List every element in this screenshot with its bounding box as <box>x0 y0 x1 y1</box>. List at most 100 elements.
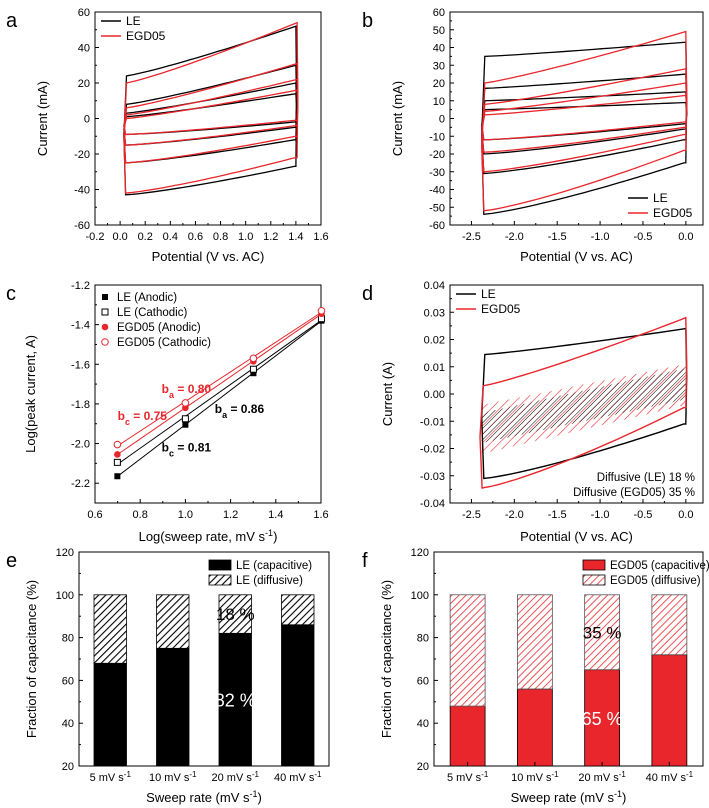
x-tick-label-f: 10 mV s-1 <box>511 770 559 785</box>
y-tick-label-e: 100 <box>56 590 74 602</box>
slope-annotation-1: bc = 0.75 <box>118 409 168 427</box>
y-axis-label-a: Current (mA) <box>35 81 50 156</box>
diffusive-band-le <box>481 368 686 444</box>
x-tick-label-f: 40 mV s-1 <box>646 770 694 785</box>
x-tick-label-e: 10 mV s-1 <box>149 770 197 785</box>
cv-loop-a-egd05-2 <box>123 78 299 146</box>
y-tick-label-a: 20 <box>78 78 90 90</box>
x-tick-label-c: 1.0 <box>178 509 193 521</box>
legend-marker-c <box>102 294 108 300</box>
y-tick-label-c: -1.2 <box>71 280 90 292</box>
slope-annotation-0: ba = 0.80 <box>162 382 212 400</box>
y-tick-label-b: 60 <box>433 7 445 19</box>
legend-swatch-e <box>208 574 232 586</box>
bar-diffusive-e-0 <box>93 594 127 664</box>
bar-diffusive-e-2 <box>218 594 252 634</box>
y-tick-label-b: 40 <box>433 43 445 55</box>
x-tick-label-f: 5 mV s-1 <box>447 770 489 785</box>
x-tick-label-b: -2.0 <box>505 231 524 243</box>
y-tick-label-b: -60 <box>429 220 445 232</box>
legend-label-f: EGD05 (capacitive) <box>610 560 709 572</box>
x-tick-label-a: 1.2 <box>263 231 278 243</box>
panel-label-d: d <box>362 283 373 305</box>
y-tick-label-b: 10 <box>433 96 445 108</box>
legend-swatch-f <box>582 559 606 571</box>
y-tick-label-b: 0 <box>439 114 445 126</box>
y-tick-label-d: -0.02 <box>420 444 445 456</box>
x-tick-label-e: 20 mV s-1 <box>212 770 260 785</box>
x-tick-label-d: -1.0 <box>591 509 610 521</box>
panel-label-a: a <box>6 10 18 32</box>
y-tick-label-a: 0 <box>84 114 90 126</box>
x-tick-label-d: -0.5 <box>633 509 652 521</box>
legend-label-c: EGD05 (Cathodic) <box>117 337 211 349</box>
x-tick-label-a: 1.6 <box>313 231 328 243</box>
fit-line-1 <box>117 319 322 465</box>
panel-e: e 20 40 60 80 100 120 5 mV s-1 10 mV s-1 20 mV s-… <box>6 547 330 805</box>
y-tick-label-b: 30 <box>433 60 445 72</box>
legend-label-b: LE <box>653 191 668 205</box>
legend-label-a: LE <box>126 14 141 28</box>
capacitive-percent-label-e: 82 % <box>215 691 256 711</box>
x-tick-label-a: 0.6 <box>188 231 203 243</box>
cv-loop-b-le-0 <box>481 41 688 216</box>
y-tick-label-a: -60 <box>74 220 90 232</box>
panel-c: c -2.2 -2.0 -1.8 -1.6 -1.4 -1.2 0.6 0.8 1.0 1.2 1.4… <box>6 280 329 544</box>
y-tick-label-f: 20 <box>417 761 429 773</box>
marker-le-cathodic <box>113 458 121 466</box>
y-tick-label-b: -30 <box>429 167 445 179</box>
cv-loop-b-egd05-3 <box>481 94 688 141</box>
bar-diffusive-e-1 <box>156 594 190 649</box>
panel-label-c: c <box>6 283 16 305</box>
legend-swatch-e <box>208 559 232 571</box>
bar-diffusive-e-3 <box>281 594 315 626</box>
y-tick-label-b: -10 <box>429 131 445 143</box>
legend-label-b: EGD05 <box>653 206 693 220</box>
x-axis-label-d: Potential (V vs. AC) <box>520 529 633 544</box>
y-axis-label-d: Current (A) <box>380 362 395 426</box>
bar-capacitive-e-1 <box>156 647 190 767</box>
fit-line-2 <box>117 313 322 456</box>
legend-label-d: EGD05 <box>481 302 521 316</box>
x-tick-label-a: 1.4 <box>288 231 303 243</box>
y-tick-label-b: 20 <box>433 78 445 90</box>
y-tick-label-e: 20 <box>62 761 74 773</box>
panel-label-b: b <box>362 10 373 32</box>
legend-marker-c <box>101 323 109 331</box>
bar-capacitive-f-2 <box>584 669 621 767</box>
x-tick-label-a: 0.8 <box>213 231 228 243</box>
cv-loop-d-egd05 <box>479 316 688 489</box>
legend-marker-c <box>101 308 109 316</box>
diffusive-annotation-0: Diffusive (LE) 18 % <box>597 472 695 484</box>
y-tick-label-d: 0.01 <box>424 362 445 374</box>
y-tick-label-b: -40 <box>429 185 445 197</box>
x-tick-label-c: 0.8 <box>133 509 148 521</box>
slope-annotation-2: ba = 0.86 <box>215 402 265 420</box>
x-tick-label-a: 0.4 <box>163 231 178 243</box>
y-tick-label-a: 60 <box>78 7 90 19</box>
x-axis-label-b: Potential (V vs. AC) <box>520 249 633 264</box>
y-tick-label-f: 60 <box>417 675 429 687</box>
cv-loop-a-egd05-3 <box>123 89 299 136</box>
x-tick-label-c: 1.6 <box>313 509 328 521</box>
marker-egd05-cathodic <box>113 440 122 449</box>
y-tick-label-b: -20 <box>429 149 445 161</box>
legend-label-c: LE (Cathodic) <box>117 307 187 319</box>
x-axis-label-f: Sweep rate (mV s-1) <box>511 789 627 805</box>
y-tick-label-f: 40 <box>417 718 429 730</box>
y-tick-label-b: -50 <box>429 202 445 214</box>
diffusive-annotation-1: Diffusive (EGD05) 35 % <box>573 487 695 499</box>
marker-le-anodic <box>114 473 121 480</box>
panel-label-e: e <box>6 550 17 572</box>
panel-d: d -0.04 -0.03 -0.02 -0.01 0.00 0.01 0.02 0.03 0.0… <box>362 280 704 544</box>
cv-loop-a-egd05-1 <box>123 62 299 164</box>
legend-swatch-f <box>582 574 606 586</box>
x-tick-label-c: 1.4 <box>268 509 283 521</box>
y-tick-label-f: 120 <box>411 547 429 559</box>
cv-loop-a-egd05-0 <box>123 21 299 194</box>
bar-diffusive-f-2 <box>584 594 621 671</box>
bar-capacitive-e-0 <box>93 662 127 767</box>
x-tick-label-b: -2.5 <box>462 231 481 243</box>
marker-egd05-cathodic <box>181 399 190 407</box>
x-tick-label-b: -1.5 <box>548 231 567 243</box>
